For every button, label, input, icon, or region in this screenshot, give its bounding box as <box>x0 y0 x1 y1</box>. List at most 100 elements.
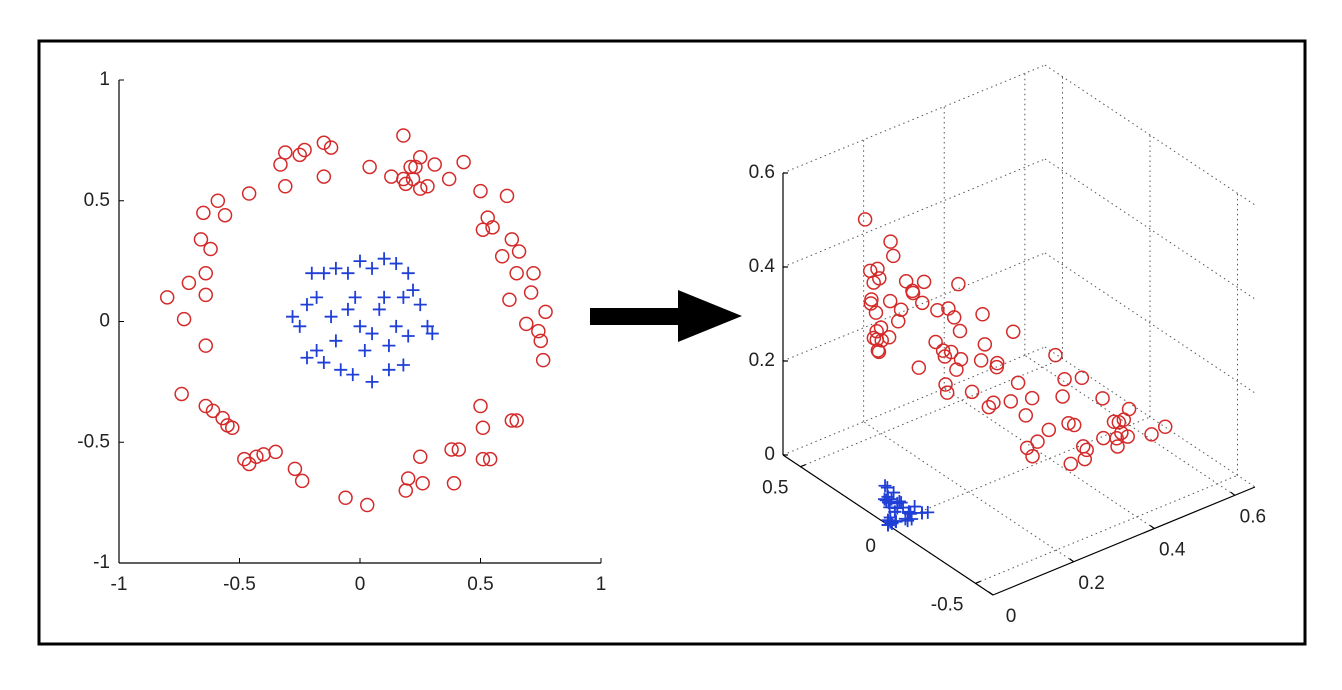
circle-marker <box>531 323 546 339</box>
circle-marker <box>504 413 520 428</box>
plus-marker <box>310 343 324 357</box>
circle-marker <box>362 159 377 175</box>
plus-marker <box>401 266 415 280</box>
plus-marker <box>882 495 896 509</box>
plus-marker <box>879 493 893 507</box>
plus-marker <box>389 319 403 333</box>
x-tick-label: -1 <box>111 574 128 595</box>
circle-marker <box>396 171 411 187</box>
circle-marker <box>241 456 257 472</box>
circle-marker <box>203 241 218 257</box>
circle-marker <box>533 333 548 349</box>
plus-marker <box>888 505 902 519</box>
grid-line <box>782 346 1046 456</box>
circle-marker <box>502 292 517 308</box>
circle-marker <box>1074 370 1090 385</box>
circle-marker <box>359 497 375 513</box>
circle-marker <box>886 248 901 264</box>
circle-marker <box>1018 408 1034 423</box>
circle-marker <box>338 490 353 506</box>
circle-marker <box>268 444 283 460</box>
x-tick-label: -0.5 <box>223 574 256 595</box>
plus-marker <box>365 375 379 389</box>
grid-line <box>782 252 1046 362</box>
circle-marker <box>297 142 312 158</box>
circle-marker <box>1077 451 1093 467</box>
circle-marker <box>872 271 887 286</box>
circle-marker <box>952 323 968 339</box>
circle-marker <box>1025 448 1040 464</box>
circle-marker <box>1095 391 1110 406</box>
circle-marker <box>193 232 209 247</box>
circle-marker <box>420 179 435 194</box>
plus-marker <box>372 302 386 316</box>
circle-marker <box>1048 347 1063 363</box>
z-tick-label: 0.2 <box>749 350 775 371</box>
circle-marker <box>198 265 214 281</box>
plus-marker <box>406 283 420 297</box>
circle-marker <box>456 154 471 170</box>
circle-marker <box>427 157 442 172</box>
plus-marker <box>887 486 901 500</box>
x-tick-label: 0.6 <box>1240 506 1266 527</box>
circle-marker <box>519 316 534 332</box>
x-tick-label: 1 <box>596 574 607 595</box>
y-tick-label: -0.5 <box>931 594 964 615</box>
plus-marker <box>310 290 324 304</box>
circle-marker <box>949 362 964 377</box>
grid-line <box>887 416 1151 526</box>
plus-marker <box>898 512 912 526</box>
circle-marker <box>494 249 510 264</box>
circle-marker <box>396 128 411 143</box>
circle-marker <box>911 360 927 375</box>
plus-marker <box>324 310 338 324</box>
grid-line <box>782 64 1046 174</box>
grid-line <box>1044 252 1256 394</box>
circle-marker <box>205 403 221 419</box>
circle-marker <box>473 398 488 414</box>
circle-marker <box>862 263 878 279</box>
plus-marker <box>329 334 343 348</box>
circle-marker <box>916 274 932 290</box>
circle-marker <box>415 476 430 491</box>
circle-marker <box>951 276 966 292</box>
circle-marker <box>475 222 491 237</box>
plus-marker <box>881 513 895 527</box>
plus-marker <box>317 266 331 280</box>
arrow-shaft <box>590 308 682 325</box>
circle-marker <box>930 302 945 318</box>
x-tick-label: 0 <box>1006 606 1017 627</box>
plus-marker <box>317 356 331 370</box>
grid-line <box>863 421 1074 563</box>
plus-marker <box>341 266 355 280</box>
arrow-head <box>678 290 742 342</box>
plus-marker <box>425 327 439 341</box>
plus-marker <box>396 290 410 304</box>
grid-line <box>1024 354 1236 496</box>
y-tick-label: 0 <box>865 536 876 557</box>
circle-marker <box>1157 419 1173 435</box>
circle-marker <box>1075 439 1091 454</box>
z-tick-label: 0.4 <box>749 256 776 277</box>
plus-marker <box>286 310 300 324</box>
circle-marker <box>473 183 488 199</box>
circle-marker <box>1144 427 1159 442</box>
circle-marker <box>977 337 993 352</box>
circle-marker <box>198 287 214 303</box>
circle-marker <box>241 186 257 201</box>
circle-marker <box>938 377 953 392</box>
circle-marker <box>210 193 226 208</box>
circle-marker <box>504 232 520 247</box>
plus-marker <box>420 319 434 333</box>
circle-marker <box>287 461 303 477</box>
plus-marker <box>892 494 906 508</box>
circle-marker <box>451 442 467 457</box>
plus-marker <box>878 479 892 493</box>
plus-marker <box>908 500 922 514</box>
circle-marker <box>198 338 214 353</box>
circle-marker <box>1066 417 1082 433</box>
circle-marker <box>937 349 953 364</box>
circle-marker <box>538 304 553 320</box>
circle-marker <box>511 244 527 259</box>
